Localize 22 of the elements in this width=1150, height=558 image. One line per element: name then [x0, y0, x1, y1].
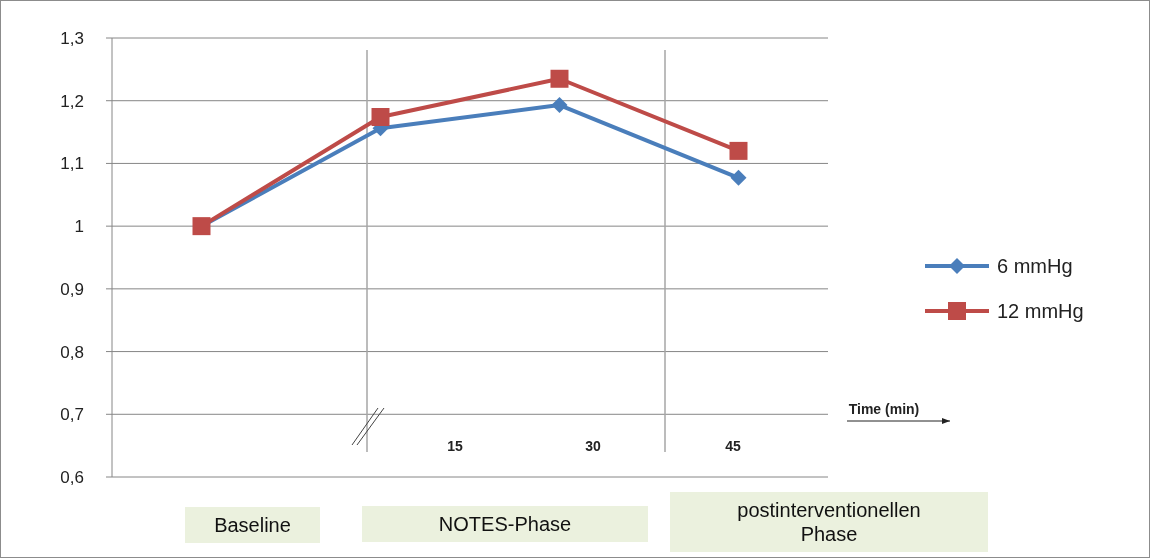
- point: [550, 69, 569, 88]
- text: Time (min): [848, 400, 920, 417]
- point: [729, 141, 748, 160]
- point: [730, 169, 747, 186]
- annotation: 45: [725, 437, 741, 454]
- legend-label: 12 mmHg: [997, 300, 1084, 322]
- y-tick-label: 1,3: [60, 28, 84, 48]
- legend-label: 6 mmHg: [997, 255, 1073, 277]
- text: postinterventionellen Phase: [737, 499, 921, 545]
- text: NOTES-Phase: [438, 513, 572, 535]
- point: [371, 108, 390, 127]
- annotation: 30: [585, 437, 601, 454]
- point: [551, 97, 568, 114]
- y-tick-label: 0,6: [60, 467, 84, 487]
- text: Baseline: [214, 514, 291, 536]
- y-tick-label: 0,8: [60, 342, 84, 362]
- y-tick-label: 1,1: [60, 154, 84, 174]
- y-tick-label: 1: [74, 217, 84, 237]
- y-tick-label: 1,2: [60, 91, 84, 111]
- y-tick-label: 0,7: [60, 405, 84, 425]
- annotation: 15: [447, 437, 463, 454]
- y-tick-label: 0,9: [60, 279, 84, 299]
